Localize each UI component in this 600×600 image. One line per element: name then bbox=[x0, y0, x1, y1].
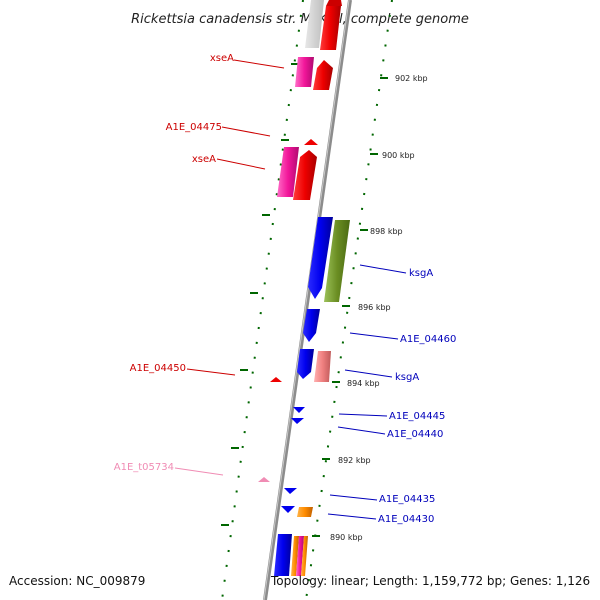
gene-arrow[interactable] bbox=[295, 57, 314, 87]
gene-arrow[interactable] bbox=[293, 150, 317, 200]
tick-label-894: 894 kbp bbox=[347, 379, 380, 388]
gene-label-ksga-1[interactable]: ksgA bbox=[409, 268, 433, 279]
gene-arrow[interactable] bbox=[308, 217, 333, 299]
tick-label-898: 898 kbp bbox=[370, 227, 403, 236]
leader-line bbox=[221, 126, 271, 137]
gene-arrow[interactable] bbox=[293, 407, 305, 413]
gene-arrow[interactable] bbox=[270, 377, 282, 382]
gene-arrow[interactable] bbox=[324, 220, 350, 302]
tick-label-902: 902 kbp bbox=[395, 74, 428, 83]
gene-arrow[interactable] bbox=[314, 351, 331, 382]
leader-line bbox=[349, 332, 399, 340]
gene-arrow[interactable] bbox=[301, 536, 308, 576]
leader-line bbox=[344, 369, 393, 378]
gene-label-a1e-04435[interactable]: A1E_04435 bbox=[379, 494, 435, 505]
gene-arrow[interactable] bbox=[304, 139, 318, 145]
gene-arrow[interactable] bbox=[284, 488, 297, 494]
gene-arrow[interactable] bbox=[296, 536, 304, 576]
gene-arrow[interactable] bbox=[297, 507, 313, 517]
genome-backbone-highlight bbox=[263, 0, 350, 600]
leader-line bbox=[337, 426, 386, 435]
tick-label-900: 900 kbp bbox=[382, 151, 415, 160]
gene-label-xsea-2[interactable]: xseA bbox=[192, 154, 216, 165]
scale-ticks: 902 kbp 900 kbp 898 kbp 896 kbp 894 kbp … bbox=[221, 63, 428, 542]
gene-features bbox=[258, 0, 350, 576]
tick-label-896: 896 kbp bbox=[358, 303, 391, 312]
gene-arrow[interactable] bbox=[320, 6, 341, 50]
gene-arrow[interactable] bbox=[277, 147, 299, 197]
gene-label-a1e-04430[interactable]: A1E_04430 bbox=[378, 514, 434, 525]
leader-line bbox=[338, 413, 388, 417]
leader-line bbox=[359, 264, 407, 274]
gene-arrow[interactable] bbox=[258, 477, 270, 482]
accession-text: Accession: NC_009879 bbox=[9, 574, 146, 588]
genome-summary-text: Topology: linear; Length: 1,159,772 bp; … bbox=[271, 574, 591, 588]
tick-label-890: 890 kbp bbox=[330, 533, 363, 542]
gene-arrow[interactable] bbox=[281, 506, 295, 513]
gene-arrow[interactable] bbox=[313, 60, 333, 90]
gene-label-a1e-04445[interactable]: A1E_04445 bbox=[389, 411, 445, 422]
gene-label-a1e-04440[interactable]: A1E_04440 bbox=[387, 429, 443, 440]
genome-backbone bbox=[263, 0, 352, 600]
gene-label-a1e-04450[interactable]: A1E_04450 bbox=[130, 363, 186, 374]
tick-label-892: 892 kbp bbox=[338, 456, 371, 465]
gene-label-a1e-04475[interactable]: A1E_04475 bbox=[166, 122, 222, 133]
gene-arrow[interactable] bbox=[291, 536, 299, 576]
leader-line bbox=[186, 368, 236, 376]
leader-line bbox=[327, 513, 377, 520]
gene-arrow[interactable] bbox=[303, 309, 320, 342]
label-leaders bbox=[174, 59, 407, 520]
gene-arrow[interactable] bbox=[297, 349, 314, 379]
gene-labels: xseA A1E_04475 xseA ksgA A1E_04460 A1E_0… bbox=[114, 53, 457, 525]
gene-label-a1e-04460[interactable]: A1E_04460 bbox=[400, 334, 456, 345]
map-title: Rickettsia canadensis str. McKiel, compl… bbox=[131, 12, 469, 27]
gene-arrow[interactable] bbox=[326, 0, 342, 6]
gene-label-xsea-1[interactable]: xseA bbox=[210, 53, 234, 64]
gene-arrow[interactable] bbox=[305, 0, 324, 48]
leader-line bbox=[233, 59, 285, 69]
gene-arrow[interactable] bbox=[291, 418, 304, 424]
leader-line bbox=[174, 467, 224, 476]
gene-label-ksga-2[interactable]: ksgA bbox=[395, 372, 419, 383]
gene-label-a1e-t05734[interactable]: A1E_t05734 bbox=[114, 462, 174, 473]
leader-line bbox=[216, 158, 266, 170]
gene-arrow[interactable] bbox=[274, 534, 292, 576]
leader-line bbox=[329, 494, 378, 501]
